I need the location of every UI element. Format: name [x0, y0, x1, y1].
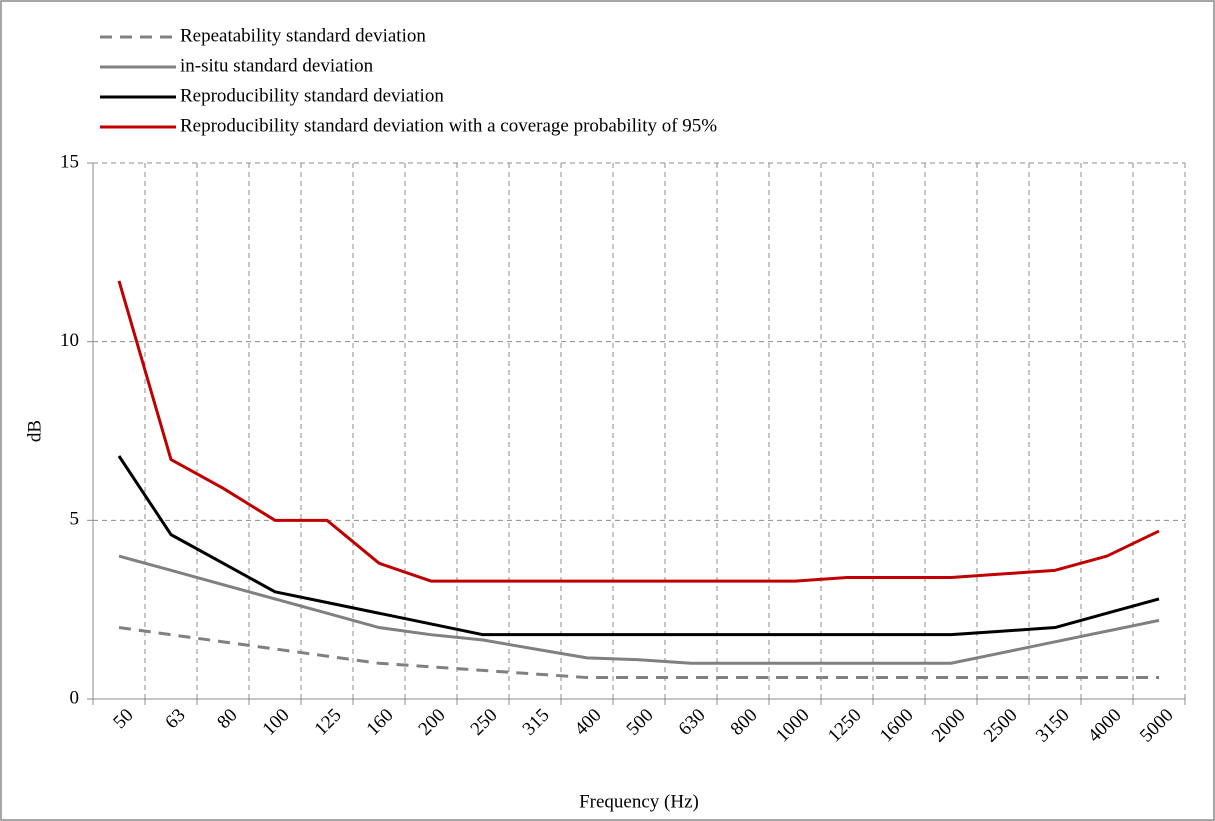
y-tick-label: 15 — [60, 151, 79, 172]
y-axis-label: dB — [24, 420, 45, 442]
legend-label: in-situ standard deviation — [180, 55, 374, 76]
series-line — [117, 455, 1160, 637]
x-axis-label: Frequency (Hz) — [579, 791, 699, 812]
series-line — [118, 554, 1160, 665]
legend-label: Repeatability standard deviation — [180, 25, 426, 46]
series-line — [118, 626, 1159, 680]
y-tick-label: 0 — [70, 687, 80, 708]
y-tick-label: 10 — [60, 330, 79, 351]
y-tick-label: 5 — [70, 509, 80, 530]
legend-label: Reproducibility standard deviation — [180, 85, 444, 106]
legend-label: Reproducibility standard deviation with … — [180, 115, 717, 136]
series-line — [117, 280, 1160, 583]
